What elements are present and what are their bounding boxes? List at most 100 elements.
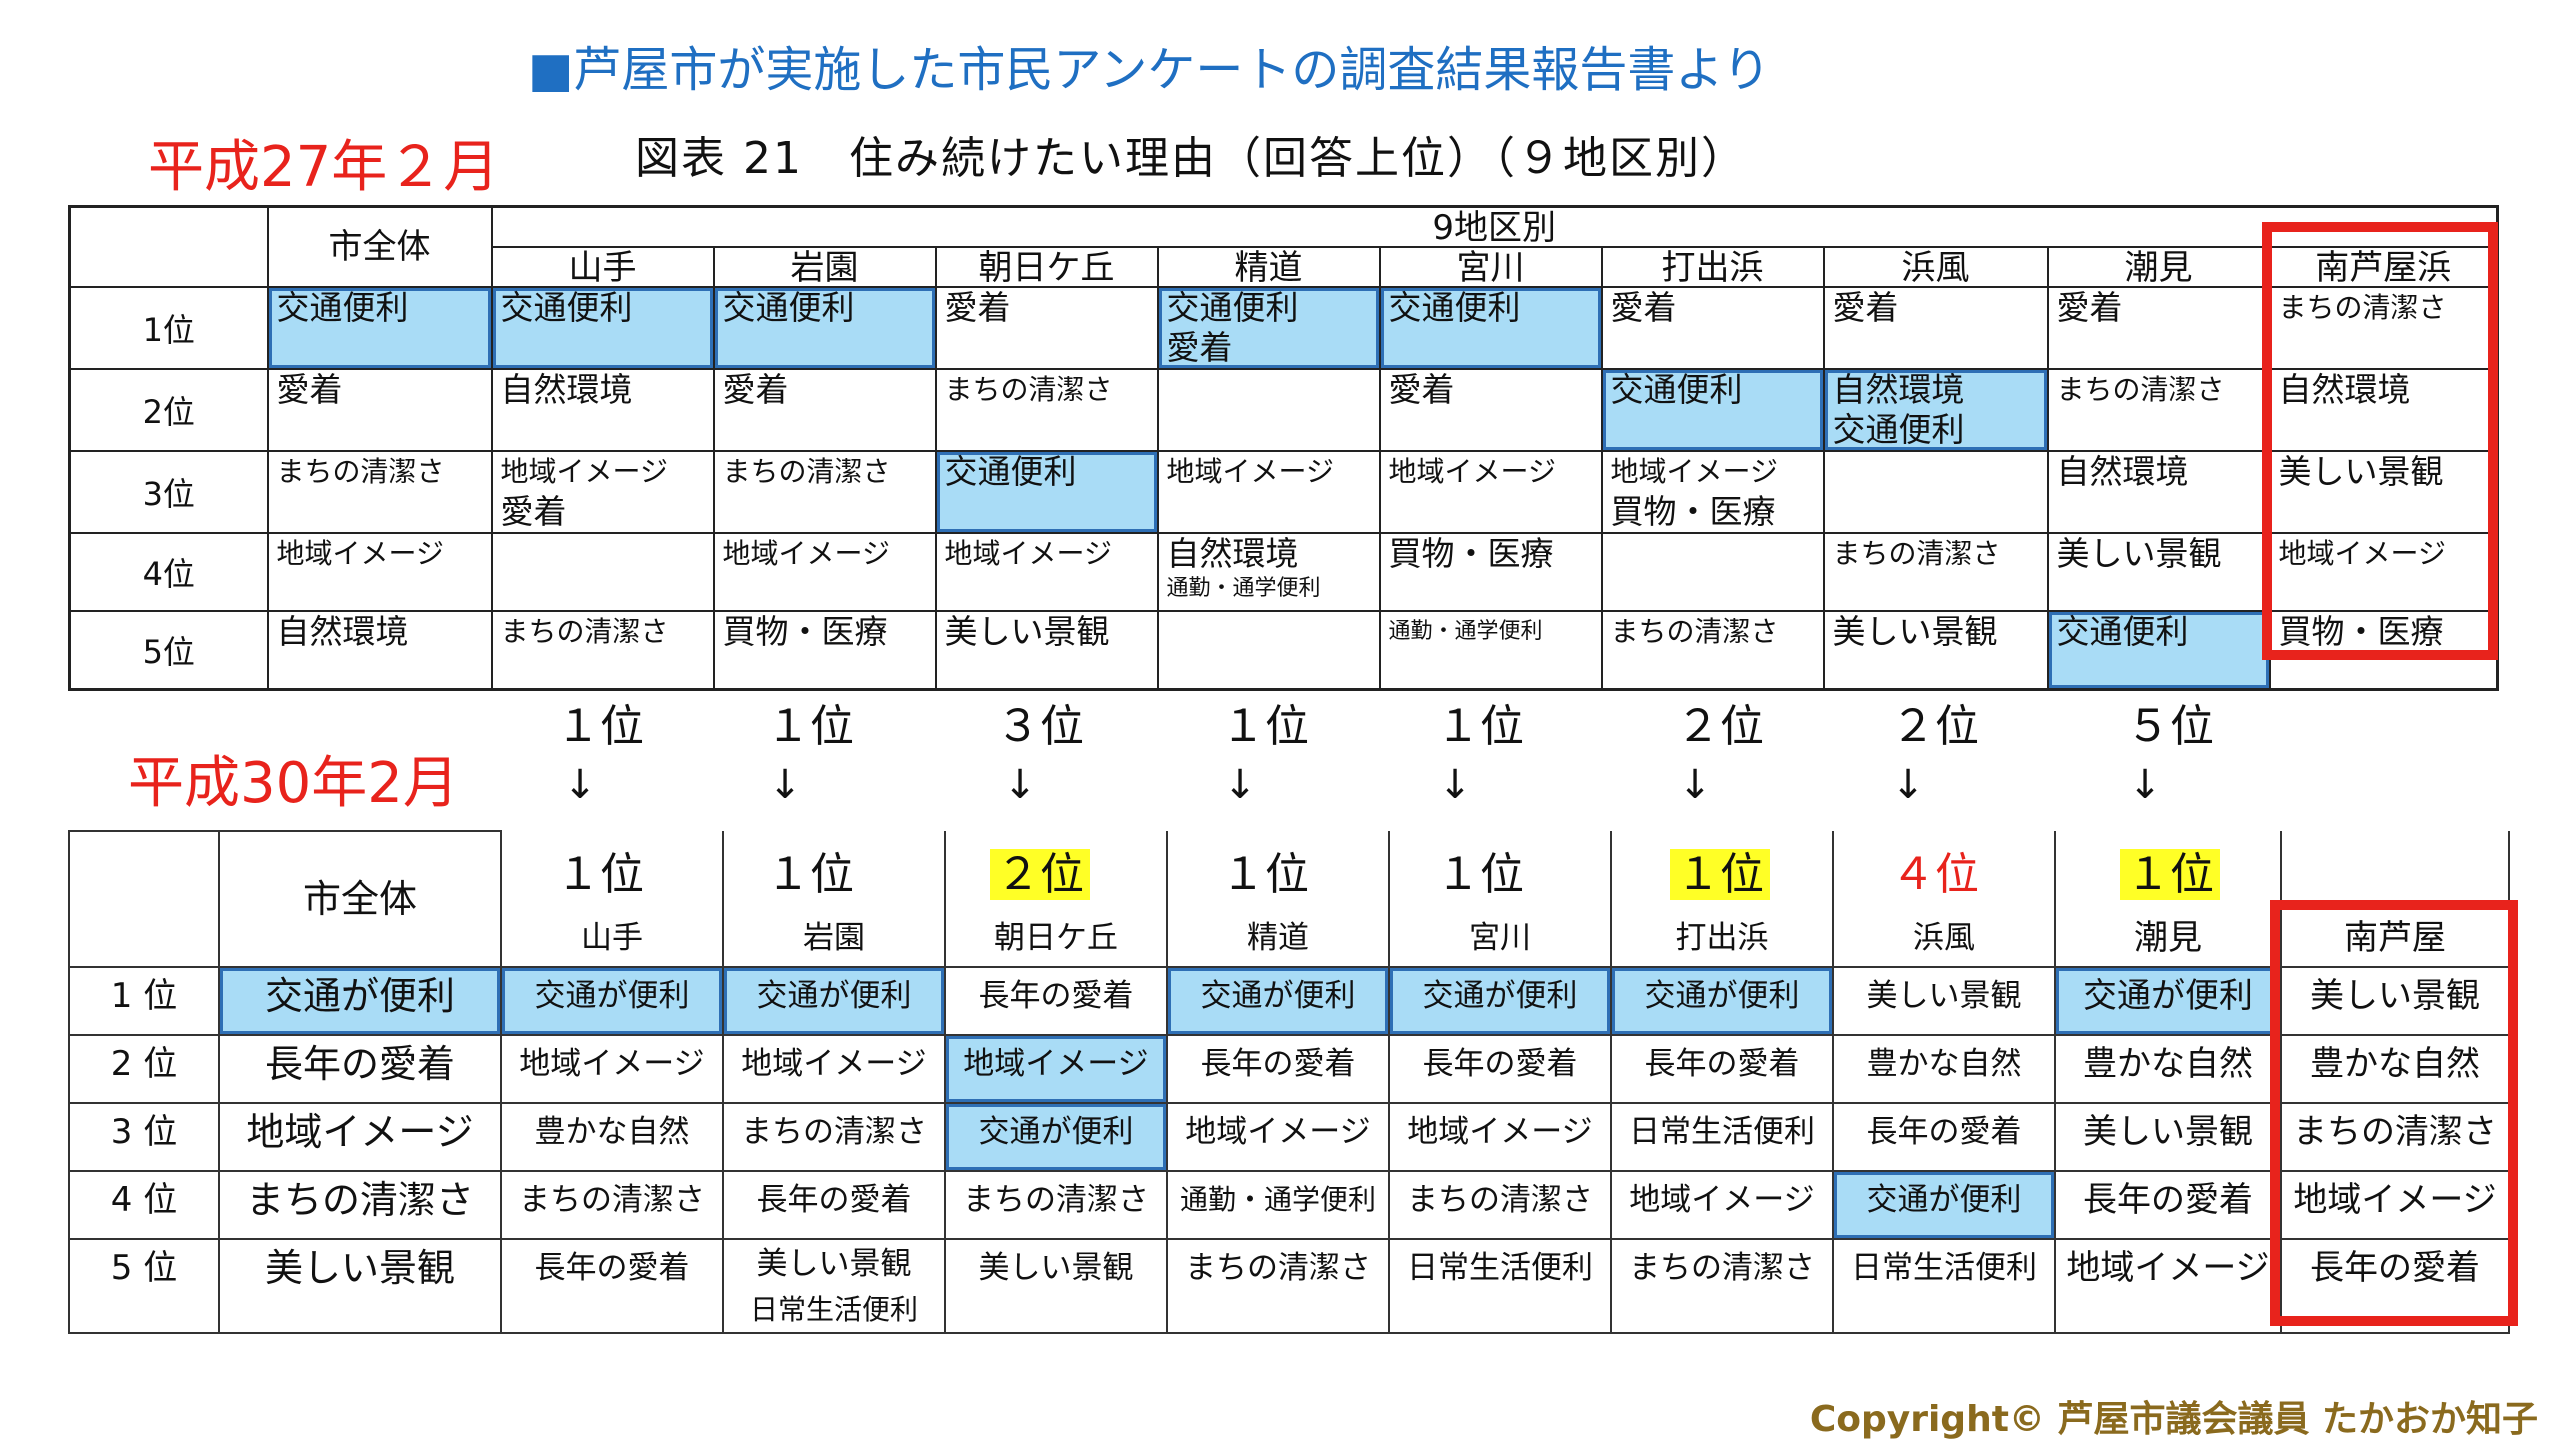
col-header: 浜風 bbox=[1832, 831, 2056, 968]
table-cell: 自然環境 bbox=[276, 612, 409, 651]
group-header: 9地区別 bbox=[490, 205, 2499, 247]
table-cell: 交通便利 bbox=[1166, 288, 1299, 327]
rank-before: １位 bbox=[556, 701, 644, 752]
table-cell: 地域イメージ bbox=[2280, 1170, 2510, 1240]
highlight-box-minami-ashiyahama-2015 bbox=[2262, 222, 2498, 660]
table-cell: 長年の愛着 bbox=[1166, 1034, 1390, 1104]
table-cell: 愛着 bbox=[722, 370, 789, 409]
table-cell: 自然環境 bbox=[500, 370, 633, 409]
col-header: 朝日ケ丘 bbox=[934, 246, 1159, 288]
table-cell: まちの清潔さ bbox=[1832, 537, 2001, 570]
corner-cell bbox=[68, 205, 269, 288]
table-cell: 長年の愛着 bbox=[500, 1238, 724, 1334]
table-cell: 美しい景観 bbox=[1832, 966, 2056, 1036]
table-cell: まちの清潔さ bbox=[722, 455, 891, 488]
table-cell: まちの清潔さ bbox=[1610, 1238, 1834, 1334]
table-cell: 長年の愛着 bbox=[2054, 1170, 2282, 1240]
city-cell: 美しい景観 bbox=[218, 1238, 502, 1334]
table-cell: まちの清潔さ bbox=[1610, 615, 1779, 648]
table-cell: 通勤・通学便利 bbox=[1166, 576, 1321, 601]
table-cell: 交通が便利 bbox=[1832, 1170, 2056, 1240]
table-cell: 買物・医療 bbox=[1388, 534, 1554, 573]
col-header: 南芦屋浜 bbox=[2268, 246, 2499, 288]
table-cell: まちの清潔さ bbox=[722, 1102, 946, 1172]
rank-before: １位 bbox=[1436, 701, 1524, 752]
city-cell: 長年の愛着 bbox=[218, 1034, 502, 1104]
table-cell: 交通便利 bbox=[722, 288, 855, 327]
table-cell: まちの清潔さ bbox=[500, 615, 669, 648]
table-cell: 愛着 bbox=[2056, 288, 2123, 327]
table-cell: 交通便利 bbox=[1610, 370, 1743, 409]
table-cell: 美しい景観 bbox=[2054, 1102, 2282, 1172]
table-cell: 長年の愛着 bbox=[944, 966, 1168, 1036]
table-cell: 日常生活便利 bbox=[1832, 1238, 2056, 1334]
table-cell: 愛着 bbox=[276, 370, 343, 409]
table-cell: 長年の愛着 bbox=[1388, 1034, 1612, 1104]
table-cell: 地域イメージ bbox=[2054, 1238, 2282, 1334]
rank-label: 5位 bbox=[68, 610, 269, 691]
down-arrow-icon: ↓ bbox=[2128, 762, 2162, 808]
survey-table-2018: 市全体 山手 岩園 朝日ケ丘 精道 宮川 打出浜 浜風 潮見 南芦屋 1 位 交… bbox=[68, 830, 2510, 1334]
table-cell: 美しい景観 bbox=[1832, 612, 1998, 651]
down-arrow-icon: ↓ bbox=[768, 762, 802, 808]
rank-before: ３位 bbox=[996, 701, 1084, 752]
rank-label: 1 位 bbox=[68, 966, 220, 1036]
table-cell: 地域イメージ bbox=[1388, 455, 1556, 488]
table-cell: 交通が便利 bbox=[2054, 966, 2282, 1036]
table-cell: 豊かな自然 bbox=[2054, 1034, 2282, 1104]
table-cell: 通勤・通学便利 bbox=[1166, 1170, 1390, 1240]
table-cell: 交通が便利 bbox=[1388, 966, 1612, 1036]
table-cell: 自然環境 bbox=[2056, 452, 2189, 491]
rank-label: 5 位 bbox=[68, 1238, 220, 1334]
table-cell: 交通便利 bbox=[944, 452, 1077, 491]
city-cell: まちの清潔さ bbox=[218, 1170, 502, 1240]
rank-label: 3 位 bbox=[68, 1102, 220, 1172]
table-cell: 交通便利 bbox=[1832, 410, 1965, 449]
table-cell: 交通便利 bbox=[500, 288, 633, 327]
table-cell: まちの清潔さ bbox=[500, 1170, 724, 1240]
era-label-2018: 平成30年2月 bbox=[128, 751, 459, 816]
down-arrow-icon: ↓ bbox=[1003, 762, 1037, 808]
table-cell: 地域イメージ bbox=[276, 537, 444, 570]
table-cell: 交通が便利 bbox=[500, 966, 724, 1036]
col-header: 精道 bbox=[1166, 831, 1390, 968]
table-cell: 買物・医療 bbox=[1610, 492, 1776, 531]
city-cell: 交通が便利 bbox=[218, 966, 502, 1036]
down-arrow-icon: ↓ bbox=[563, 762, 597, 808]
col-header-city: 市全体 bbox=[218, 830, 502, 968]
table-cell: 美しい景観 bbox=[756, 1246, 912, 1282]
table-cell: 交通が便利 bbox=[1610, 966, 1834, 1036]
col-header: 山手 bbox=[500, 831, 724, 968]
table-cell: 地域イメージ bbox=[1388, 1102, 1612, 1172]
down-arrow-icon: ↓ bbox=[1438, 762, 1472, 808]
table-cell: 美しい景観 bbox=[944, 612, 1110, 651]
table-cell: 長年の愛着 bbox=[1610, 1034, 1834, 1104]
down-arrow-icon: ↓ bbox=[1678, 762, 1712, 808]
rank-label: 4位 bbox=[68, 532, 269, 612]
table-cell: 地域イメージ bbox=[1166, 1102, 1390, 1172]
rank-before: ２位 bbox=[1891, 701, 1979, 752]
col-header: 潮見 bbox=[2046, 246, 2271, 288]
table-cell: 愛着 bbox=[1832, 288, 1899, 327]
col-header: 精道 bbox=[1156, 246, 1381, 288]
table-cell: 地域イメージ bbox=[722, 537, 890, 570]
table-cell: 長年の愛着 bbox=[722, 1170, 946, 1240]
table-cell: まちの清潔さ bbox=[944, 373, 1113, 406]
table-cell: 地域イメージ bbox=[500, 455, 668, 488]
table-cell: 地域イメージ bbox=[1166, 455, 1334, 488]
table-cell: 交通が便利 bbox=[722, 966, 946, 1036]
table-cell: 美しい景観 bbox=[2278, 452, 2444, 491]
col-header: 南芦屋 bbox=[2280, 831, 2510, 968]
table-cell: 美しい景観 bbox=[944, 1238, 1168, 1334]
table-cell: 地域イメージ bbox=[1610, 1170, 1834, 1240]
survey-table-2015: 市全体 9地区別 山手 岩園 朝日ケ丘 精道 宮川 打出浜 浜風 潮見 南芦屋浜… bbox=[68, 205, 2499, 691]
table-cell: 地域イメージ bbox=[722, 1034, 946, 1104]
table-cell: 買物・医療 bbox=[2278, 612, 2444, 651]
rank-label: 3位 bbox=[68, 450, 269, 534]
rank-before: ５位 bbox=[2126, 701, 2214, 752]
table-cell: 交通便利 bbox=[276, 288, 409, 327]
era-label-2015: 平成27年２月 bbox=[148, 135, 500, 200]
col-header: 宮川 bbox=[1388, 831, 1612, 968]
rank-label: 1位 bbox=[68, 286, 269, 370]
col-header: 岩園 bbox=[712, 246, 937, 288]
